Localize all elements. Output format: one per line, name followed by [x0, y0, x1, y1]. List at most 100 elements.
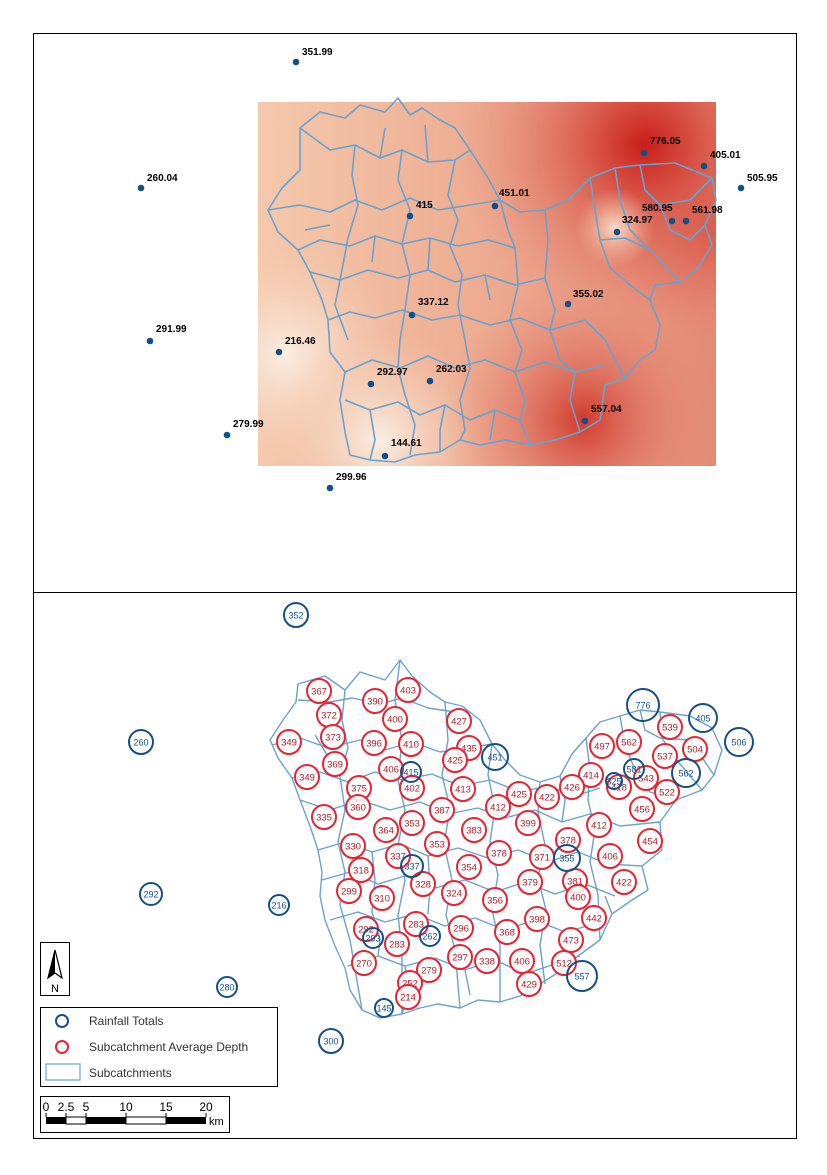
gauge-point — [564, 300, 572, 308]
scale-tick-label: 20 — [199, 1100, 213, 1114]
depth-circle — [336, 878, 362, 904]
depth-circle — [378, 756, 404, 782]
depth-circle — [340, 833, 366, 859]
gauge-point — [491, 202, 499, 210]
depth-circle — [276, 729, 302, 755]
rainfall-circle — [268, 894, 290, 916]
gauge-point — [137, 184, 145, 192]
rainfall-circle — [318, 1028, 344, 1054]
depth-circle — [486, 840, 512, 866]
legend: Rainfall Totals Subcatchment Average Dep… — [40, 1007, 278, 1087]
depth-label: 387 — [434, 806, 450, 817]
depth-label: 379 — [522, 878, 538, 889]
depth-circle — [351, 950, 377, 976]
depth-label: 422 — [539, 793, 555, 804]
gauge-label: 355.02 — [573, 289, 604, 300]
depth-label: 324 — [446, 889, 462, 900]
depth-label: 368 — [499, 928, 515, 939]
depth-circle — [516, 971, 542, 997]
depth-label: 373 — [325, 733, 341, 744]
depth-label: 396 — [366, 739, 382, 750]
top-subcatchments — [267, 97, 717, 463]
depth-label: 473 — [563, 936, 579, 947]
depth-circle — [369, 885, 395, 911]
rainfall-label: 300 — [323, 1037, 338, 1047]
rainfall-label: 262 — [422, 932, 437, 942]
depth-circle — [384, 931, 410, 957]
depth-label: 270 — [356, 959, 372, 970]
subcatchment-depth-symbols: 367 390 403 372 400 427 349 373 396 410 435 349 369 4… — [276, 677, 708, 1010]
gauge-point — [640, 149, 648, 157]
gauge-point — [146, 337, 154, 345]
depth-label: 400 — [570, 893, 586, 904]
depth-label: 442 — [586, 914, 602, 925]
depth-circle — [509, 948, 535, 974]
north-arrow-icon — [47, 949, 63, 980]
depth-circle — [558, 927, 584, 953]
rainfall-circle — [362, 927, 384, 949]
depth-circle — [395, 677, 421, 703]
scale-tick-label: 5 — [83, 1100, 90, 1114]
depth-circle — [494, 919, 520, 945]
depth-label: 435 — [461, 744, 477, 755]
gauge-label: 351.99 — [302, 47, 333, 58]
gauge-label: 262.03 — [436, 364, 467, 375]
gauge-label: 451.01 — [499, 188, 530, 199]
depth-label: 349 — [299, 773, 315, 784]
scale-unit: km — [209, 1116, 224, 1128]
rainfall-circle — [128, 729, 154, 755]
depth-label: 318 — [353, 866, 369, 877]
rainfall-label: 145 — [376, 1004, 391, 1014]
rainfall-label: 415 — [403, 768, 418, 778]
depth-label: 378 — [491, 849, 507, 860]
scale-tick-label: 10 — [119, 1100, 133, 1114]
legend-subcatchments: Subcatchments — [89, 1066, 172, 1080]
depth-label: 297 — [452, 953, 468, 964]
bottom-map-frame — [33, 592, 797, 1139]
gauge-point — [668, 217, 676, 225]
depth-circle — [485, 794, 511, 820]
gauge-label: 776.05 — [650, 136, 681, 147]
depth-circle — [345, 794, 371, 820]
gauge-point — [737, 184, 745, 192]
rainfall-label: 355 — [559, 854, 574, 864]
depth-label: 425 — [447, 756, 463, 767]
depth-label: 371 — [534, 853, 550, 864]
depth-circle — [597, 843, 623, 869]
rainfall-circle — [419, 925, 441, 947]
depth-label: 353 — [429, 840, 445, 851]
depth-circle — [442, 747, 468, 773]
depth-circle — [482, 887, 508, 913]
depth-circle — [382, 706, 408, 732]
depth-label: 543 — [638, 774, 654, 785]
scale-tick-label: 2.5 — [58, 1100, 75, 1114]
depth-label: 369 — [327, 760, 343, 771]
depth-circle — [399, 775, 425, 801]
rainfall-circle — [623, 758, 645, 780]
rainfall-label: 506 — [731, 738, 746, 748]
depth-circle — [373, 817, 399, 843]
depth-circle — [441, 880, 467, 906]
depth-label: 412 — [591, 821, 607, 832]
depth-label: 338 — [479, 957, 495, 968]
depth-circle — [320, 724, 346, 750]
gauge-label: 580.95 — [642, 203, 673, 214]
depth-label: 427 — [451, 717, 467, 728]
gauge-point — [408, 311, 416, 319]
depth-circle — [654, 779, 680, 805]
depth-circle — [447, 944, 473, 970]
depth-circle — [424, 831, 450, 857]
depth-circle — [559, 774, 585, 800]
depth-label: 383 — [466, 826, 482, 837]
depth-label: 406 — [383, 765, 399, 776]
north-arrow: N — [40, 942, 70, 996]
rainfall-label: 292 — [143, 890, 158, 900]
depth-label: 330 — [345, 842, 361, 853]
rainfall-circle — [481, 743, 509, 771]
depth-circle — [524, 906, 550, 932]
gauge-point — [581, 417, 589, 425]
depth-label: 283 — [389, 940, 405, 951]
rainfall-label: 451 — [487, 753, 502, 763]
depth-label: 454 — [642, 837, 658, 848]
depth-circle — [410, 871, 436, 897]
